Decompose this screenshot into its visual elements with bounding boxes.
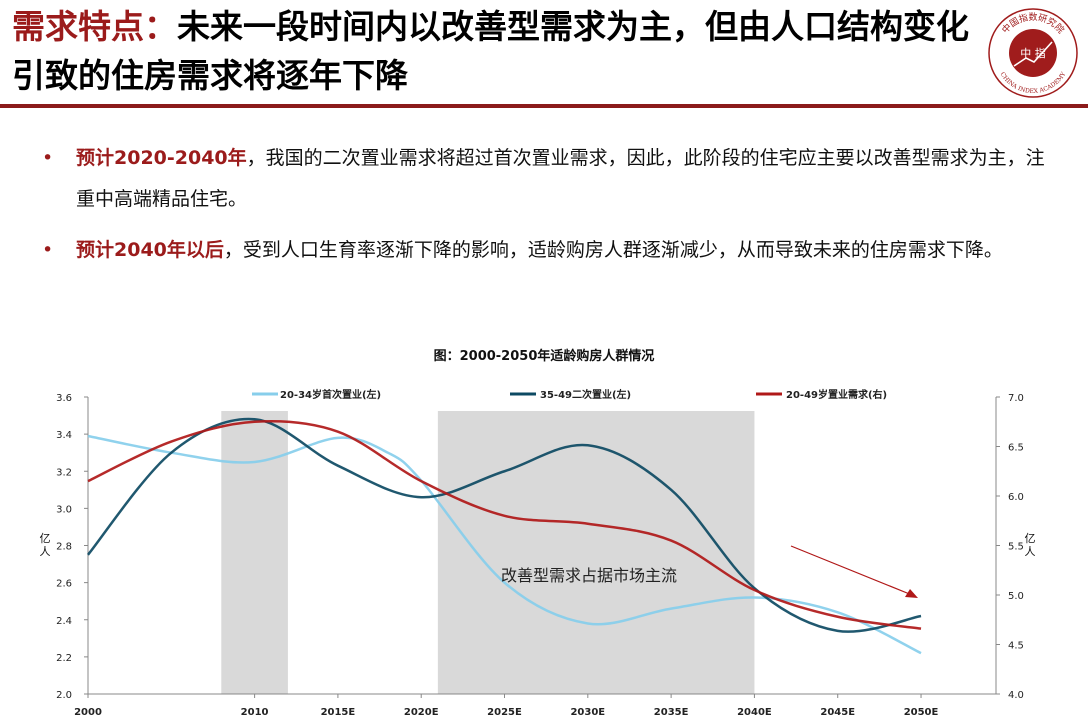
bullet-text: ，我国的二次置业需求将超过首次置业需求，因此，此阶段的住宅应主要以改善型需求为主… [76,147,1045,210]
annotation-arrow-line [790,545,913,596]
y-tick-label-left: 2.0 [56,690,72,701]
x-tick-label: 2050E [904,707,939,718]
header-rule [0,104,1088,108]
y-tick-label-left: 3.2 [56,467,72,478]
x-tick-label: 2015E [321,707,356,718]
bullet-lead: 预计2040年以后 [76,239,224,261]
y-tick-label-left: 3.4 [56,430,72,441]
page-title: 需求特点：未来一段时间内以改善型需求为主，但由人口结构变化引致的住房需求将逐年下… [12,2,972,100]
y-tick-label-right: 5.0 [1008,591,1024,602]
x-tick-label: 2045E [820,707,855,718]
series-line-3 [87,419,922,630]
bullet-lead: 预计2020-2040年 [76,147,247,169]
y-tick-label-right: 7.0 [1008,393,1024,404]
chart: 2.0 2.2 2.4 2.6 2.8 3.0 3.2 3.4 3.6 4.0 4.5 5.0 5.5 6… [40,388,1036,718]
y-tick-label-right: 5.5 [1008,542,1024,553]
y-tick-label-left: 2.2 [56,653,72,664]
chart-title: 图：2000-2050年适龄购房人群情况 [433,349,655,364]
logo-ring [988,8,1078,98]
bullet-item-1: • 预计2020-2040年，我国的二次置业需求将超过首次置业需求，因此，此阶段… [42,138,1052,220]
title-highlight: 需求特点： [12,7,177,46]
series-line-2 [87,417,922,633]
legend-label-3: 20-49岁置业需求(右) [786,388,887,401]
title-text: 未来一段时间内以改善型需求为主，但由人口结构变化引致的住房需求将逐年下降 [12,7,969,95]
bullet-icon: • [42,147,54,169]
logo-center-text: 中 指 [1020,46,1046,60]
x-tick-label: 2030E [570,707,605,718]
y-tick-label-right: 6.0 [1008,492,1024,503]
shaded-range-2 [437,411,755,694]
y-axis-label-right: 亿人 [1025,532,1036,558]
y-tick-label-right: 6.5 [1008,443,1024,454]
y-tick-label-left: 3.6 [56,393,72,404]
x-tick-label: 2040E [737,707,772,718]
y-tick-label-right: 4.0 [1008,690,1024,701]
annotation-arrow-head [905,589,918,598]
y-tick-label-left: 2.8 [56,542,72,553]
bullet-list: • 预计2020-2040年，我国的二次置业需求将超过首次置业需求，因此，此阶段… [42,138,1052,281]
y-axis-label-left: 亿人 [40,532,51,558]
x-tick-label: 2035E [654,707,689,718]
bullet-icon: • [42,239,54,261]
shaded-range-1 [221,411,288,694]
logo-center [1009,29,1057,77]
y-tick-label-left: 3.0 [56,504,72,515]
y-tick-label-left: 2.6 [56,579,72,590]
y-tick-label-left: 2.4 [56,616,72,627]
legend-label-1: 20-34岁首次置业(左) [280,388,381,401]
y-tick-label-right: 4.5 [1008,641,1024,652]
annotation-text: 改善型需求占据市场主流 [501,566,677,585]
legend-label-2: 35-49二次置业(左) [540,388,631,401]
x-tick-label: 2000 [74,707,102,718]
x-tick-label: 2025E [487,707,522,718]
bullet-text: ，受到人口生育率逐渐下降的影响，适龄购房人群逐渐减少，从而导致未来的住房需求下降… [223,239,1003,261]
x-tick-label: 2020E [404,707,439,718]
logo: 中 指 中国指数研究院 CHINA INDEX ACADEMY [988,8,1078,98]
bullet-item-2: • 预计2040年以后，受到人口生育率逐渐下降的影响，适龄购房人群逐渐减少，从而… [42,230,1052,271]
x-tick-label: 2010 [241,707,269,718]
logo-trend-icon [1013,41,1053,67]
